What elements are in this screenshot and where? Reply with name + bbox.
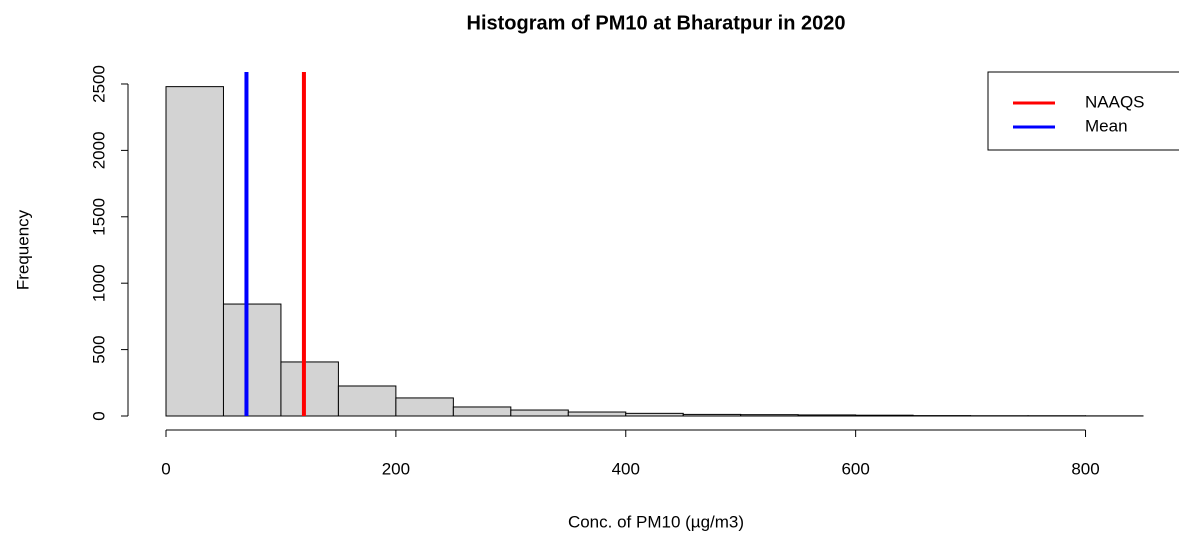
bar (740, 414, 799, 417)
bar (855, 414, 914, 417)
legend-label: NAAQS (1085, 92, 1145, 111)
bar (625, 412, 684, 417)
x-tick-label: 400 (612, 459, 640, 478)
bar (797, 414, 857, 417)
x-tick-label: 800 (1071, 459, 1099, 478)
y-tick-label: 1500 (89, 198, 108, 236)
bar (682, 413, 742, 417)
bar (337, 385, 397, 417)
x-axis-title: Conc. of PM10 (µg/m3) (568, 512, 744, 531)
y-tick-label: 0 (89, 411, 108, 420)
bar (510, 409, 569, 417)
bar (280, 361, 339, 417)
y-tick-label: 1000 (89, 264, 108, 302)
chart-title: Histogram of PM10 at Bharatpur in 2020 (467, 12, 846, 34)
x-tick-label: 600 (841, 459, 869, 478)
legend-label: Mean (1085, 116, 1128, 135)
bar (452, 406, 512, 417)
bar (222, 303, 282, 417)
bar (165, 86, 224, 417)
legend-box (987, 71, 1179, 151)
x-tick-label: 200 (382, 459, 410, 478)
x-tick-label: 0 (161, 459, 170, 478)
y-tick-label: 500 (89, 335, 108, 363)
bar (567, 411, 627, 417)
bar (395, 397, 454, 417)
y-tick-label: 2000 (89, 131, 108, 169)
y-tick-label: 2500 (89, 65, 108, 103)
y-axis-title: Frequency (13, 209, 32, 290)
